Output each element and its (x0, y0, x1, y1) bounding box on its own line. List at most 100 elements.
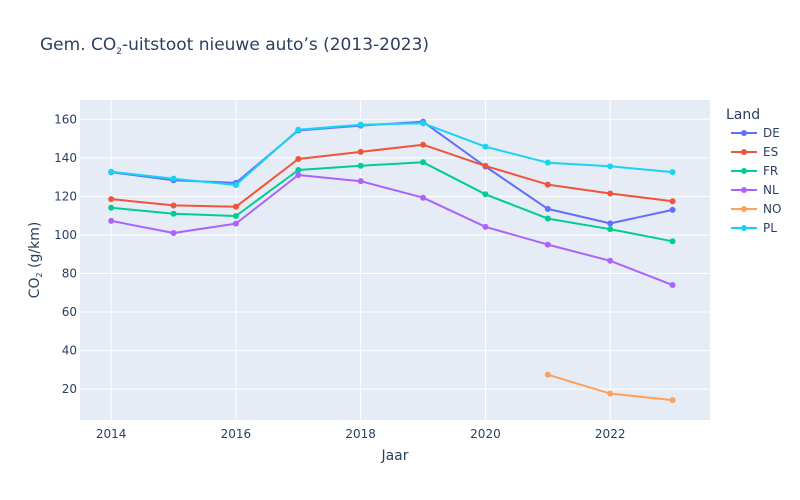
series-nl (108, 171, 676, 289)
y-tick-label: 100 (54, 228, 77, 242)
y-tick-label: 80 (62, 266, 77, 280)
legend-label: NL (763, 183, 779, 197)
data-point-no[interactable] (669, 397, 676, 404)
data-point-fr[interactable] (544, 215, 551, 222)
data-point-pl[interactable] (420, 120, 427, 127)
data-point-no[interactable] (607, 390, 614, 397)
data-point-nl[interactable] (357, 178, 364, 185)
legend-label: FR (763, 164, 778, 178)
data-point-pl[interactable] (482, 143, 489, 150)
data-point-es[interactable] (170, 202, 177, 209)
legend-swatch-marker (741, 168, 747, 174)
data-point-nl[interactable] (170, 230, 177, 237)
legend-label: DE (763, 126, 780, 140)
x-tick-label: 2016 (221, 427, 252, 441)
data-point-nl[interactable] (420, 194, 427, 201)
y-axis-title: CO2 (g/km) (27, 222, 44, 299)
legend-swatch-marker (741, 187, 747, 193)
x-axis: 2014 2016 2018 2020 2022 (96, 427, 626, 441)
legend-swatch-marker (741, 149, 747, 155)
y-tick-label: 20 (62, 382, 77, 396)
y-tick-label: 160 (54, 112, 77, 126)
data-point-es[interactable] (482, 162, 489, 169)
series-fr (108, 159, 676, 245)
x-tick-label: 2020 (470, 427, 501, 441)
data-point-fr[interactable] (607, 226, 614, 233)
data-point-nl[interactable] (669, 282, 676, 289)
y-tick-label: 120 (54, 189, 77, 203)
data-point-es[interactable] (357, 148, 364, 155)
data-point-es[interactable] (108, 196, 115, 203)
legend-swatch-marker (741, 225, 747, 231)
data-point-es[interactable] (232, 203, 239, 210)
x-tick-label: 2014 (96, 427, 127, 441)
data-point-es[interactable] (295, 155, 302, 162)
legend-item-nl[interactable]: NL (731, 183, 779, 197)
data-point-pl[interactable] (108, 168, 115, 175)
data-point-de[interactable] (544, 205, 551, 212)
legend: Land DE ES FR NL NO PL (726, 107, 781, 235)
data-point-pl[interactable] (544, 159, 551, 166)
chart-title: Gem. CO2-uitstoot nieuwe auto’s (2013-20… (40, 35, 429, 57)
data-point-nl[interactable] (108, 217, 115, 224)
chart-title-subscript: 2 (116, 47, 122, 57)
data-point-fr[interactable] (232, 213, 239, 220)
data-point-pl[interactable] (232, 182, 239, 189)
y-axis: 20 40 60 80 100 120 140 160 (54, 112, 77, 396)
data-point-es[interactable] (420, 141, 427, 148)
data-point-no[interactable] (544, 371, 551, 378)
x-tick-label: 2022 (595, 427, 626, 441)
data-point-fr[interactable] (170, 210, 177, 217)
data-point-nl[interactable] (295, 171, 302, 178)
legend-items: DE ES FR NL NO PL (731, 126, 781, 235)
data-point-fr[interactable] (420, 159, 427, 166)
y-tick-label: 40 (62, 344, 77, 358)
chart-title-suffix: -uitstoot nieuwe auto’s (2013-2023) (122, 35, 429, 55)
legend-item-pl[interactable]: PL (731, 221, 777, 235)
legend-label: NO (763, 202, 781, 216)
data-point-fr[interactable] (482, 191, 489, 198)
legend-swatch-marker (741, 206, 747, 212)
series-no (544, 371, 676, 404)
data-point-nl[interactable] (482, 223, 489, 230)
legend-swatch-marker (741, 130, 747, 136)
data-point-es[interactable] (544, 181, 551, 188)
data-point-nl[interactable] (607, 257, 614, 264)
legend-item-es[interactable]: ES (731, 145, 778, 159)
series-es (108, 141, 676, 210)
data-point-fr[interactable] (669, 238, 676, 245)
x-axis-title: Jaar (380, 448, 408, 464)
data-point-nl[interactable] (232, 220, 239, 227)
legend-item-no[interactable]: NO (731, 202, 781, 216)
legend-label: ES (763, 145, 778, 159)
y-axis-title-subscript: 2 (35, 272, 44, 277)
series-line-fr (111, 161, 673, 243)
series-line-nl (111, 174, 673, 287)
y-tick-label: 140 (54, 151, 77, 165)
data-point-pl[interactable] (669, 169, 676, 176)
data-point-nl[interactable] (544, 241, 551, 248)
series-line-pl (111, 122, 673, 186)
data-point-fr[interactable] (295, 166, 302, 173)
data-point-de[interactable] (607, 220, 614, 227)
legend-item-de[interactable]: DE (731, 126, 780, 140)
data-point-pl[interactable] (607, 163, 614, 170)
chart-title-prefix: Gem. CO (40, 35, 116, 55)
legend-item-fr[interactable]: FR (731, 164, 778, 178)
y-axis-title-suffix: (g/km) (27, 222, 43, 273)
data-point-es[interactable] (669, 198, 676, 205)
data-point-fr[interactable] (108, 204, 115, 211)
data-point-pl[interactable] (295, 126, 302, 133)
x-tick-label: 2018 (345, 427, 376, 441)
data-point-pl[interactable] (170, 175, 177, 182)
data-point-de[interactable] (669, 206, 676, 213)
data-point-es[interactable] (607, 190, 614, 197)
legend-label: PL (763, 221, 777, 235)
legend-title: Land (726, 107, 760, 123)
data-point-fr[interactable] (357, 162, 364, 169)
series-layer (108, 118, 676, 404)
y-axis-title-prefix: CO (27, 278, 43, 299)
data-point-pl[interactable] (357, 121, 364, 128)
